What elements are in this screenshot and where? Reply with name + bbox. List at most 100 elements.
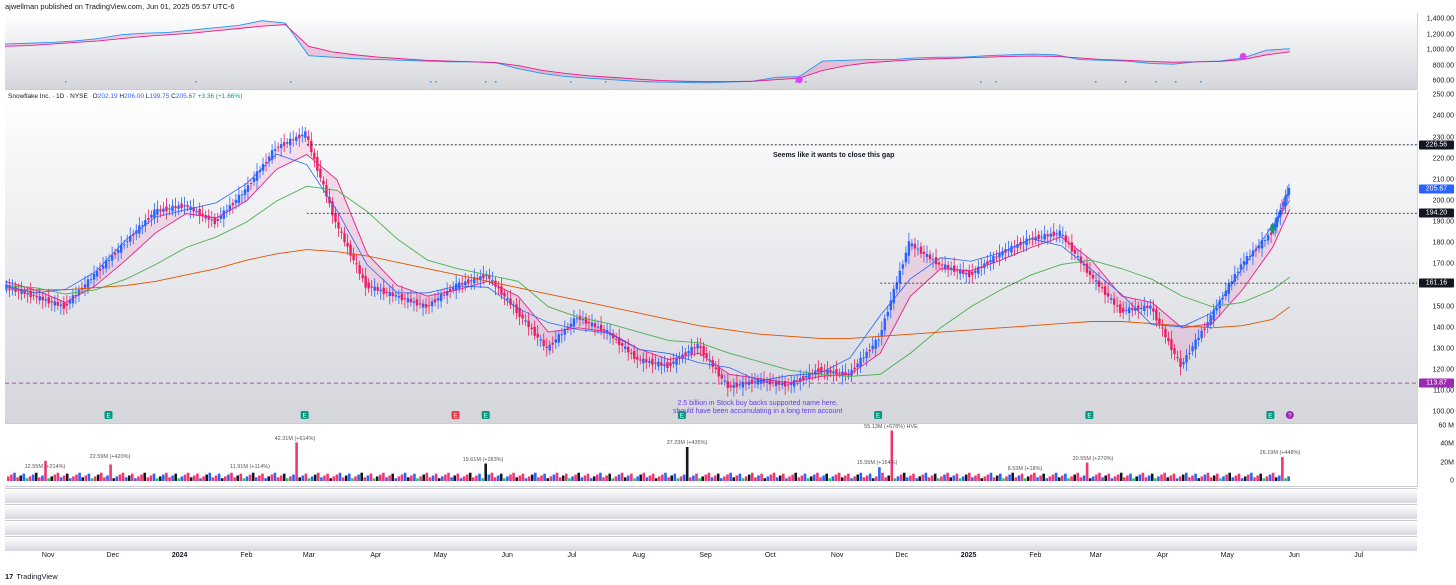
candle-body (273, 149, 277, 151)
indicator-price-axis[interactable]: 1,400.00 1,200.00 1,000.00 800.00 600.00 (1417, 13, 1456, 90)
indicator-tick-label: 1,200.00 (1426, 31, 1454, 39)
candle-body (793, 379, 796, 387)
volume-bar (267, 476, 270, 481)
volume-bar (1030, 474, 1033, 481)
high-value: 206.00 (124, 93, 145, 100)
candle-body (1263, 240, 1267, 242)
volume-bar (639, 474, 642, 481)
indicator-pane[interactable] (5, 13, 1417, 90)
candle-body (424, 304, 428, 308)
volume-bars (7, 430, 1290, 481)
volume-bar (844, 475, 847, 481)
volume-bar (224, 476, 227, 481)
volume-bar (484, 463, 487, 481)
price-tick-label: 170.00 (1432, 260, 1454, 268)
candle-body (832, 371, 835, 374)
time-axis[interactable]: Nov Dec 2024 Feb Mar Apr May Jun Jul Aug Sep Oct Nov… (5, 552, 1417, 566)
candle-body (1055, 233, 1058, 235)
empty-pane-3[interactable] (5, 520, 1417, 535)
volume-bar (608, 473, 611, 481)
candle-body (156, 208, 159, 215)
earnings-glyph: E (1087, 414, 1091, 420)
volume-bar (741, 478, 745, 481)
candle-body (693, 347, 696, 349)
volume-axis[interactable]: 60 M 40M 20M 0 (1417, 422, 1456, 487)
earnings-icon[interactable]: E (481, 411, 490, 420)
candle-body (246, 185, 250, 192)
volume-bar (379, 474, 382, 481)
volume-label: 15.55M (+164%) (857, 460, 898, 466)
volume-bar (456, 473, 460, 481)
empty-pane-1[interactable] (5, 488, 1417, 503)
candle-body (723, 380, 726, 382)
volume-bar (472, 477, 475, 481)
volume-bar (890, 430, 894, 481)
earnings-icon[interactable]: E (874, 411, 883, 420)
price-tick-label: 120.00 (1432, 366, 1454, 374)
candle-body (587, 321, 591, 324)
earnings-glyph: E (454, 414, 458, 420)
volume-bar (264, 478, 267, 481)
volume-bar (134, 478, 137, 481)
candle-body (56, 301, 60, 306)
volume-bar (645, 477, 649, 481)
volume-bar (1209, 477, 1213, 481)
earnings-icon[interactable]: E (104, 411, 113, 420)
gap-annotation[interactable]: Seems like it wants to close this gap (773, 152, 895, 159)
volume-bar (72, 476, 75, 481)
volume-bar (937, 478, 940, 481)
candle-body (409, 298, 413, 303)
candle-body (282, 142, 286, 146)
volume-bar (565, 473, 568, 481)
volume-pane[interactable]: 12.55M (+214%) 22.59M (+420%) 11.91M (+114… (5, 424, 1417, 487)
empty-pane-4[interactable] (5, 536, 1417, 551)
volume-bar (757, 475, 760, 481)
candle-body (971, 271, 974, 275)
volume-bar (695, 473, 698, 481)
volume-bar (158, 476, 162, 481)
volume-bar (124, 477, 128, 481)
candle-body (132, 233, 135, 236)
candle-body (856, 363, 859, 368)
volume-bar (782, 473, 785, 481)
candle-body (482, 274, 485, 279)
earnings-icon[interactable]: E (1266, 411, 1275, 420)
candle-body (467, 279, 470, 284)
earnings-icon[interactable]: E (300, 411, 309, 420)
volume-bar (596, 474, 599, 481)
time-axis-label: 2025 (960, 552, 977, 559)
dividend-icon[interactable]: ? (1285, 411, 1294, 420)
candle-body (563, 328, 567, 335)
earnings-icon[interactable]: E (451, 411, 460, 420)
candle-body (71, 295, 75, 304)
candle-body (292, 139, 295, 141)
volume-bar (499, 473, 503, 481)
earnings-icon[interactable]: E (1085, 411, 1094, 420)
candle-body (276, 146, 280, 148)
volume-bar (735, 475, 739, 481)
candle-body (41, 296, 44, 301)
candle-body (965, 272, 968, 275)
candle-body (575, 318, 579, 320)
empty-pane-2[interactable] (5, 504, 1417, 519)
candle-body (186, 205, 189, 207)
volume-bar (369, 473, 373, 481)
time-axis-label: Oct (764, 552, 776, 559)
candles (5, 126, 1291, 397)
candle-body (1100, 287, 1104, 289)
candle-body (962, 270, 965, 274)
volume-bar (258, 475, 261, 481)
candle-body (1161, 327, 1164, 329)
volume-bar (261, 473, 264, 481)
candle-body (240, 194, 244, 196)
indicator-tick-label: 1,400.00 (1426, 15, 1454, 23)
candle-body (880, 329, 883, 337)
buyback-annotation[interactable]: 2.5 billion in Stock buy backs supported… (673, 400, 842, 416)
candle-body (989, 260, 992, 263)
earnings-icon[interactable]: E (677, 411, 686, 420)
main-price-axis[interactable]: 250.00 240.00 230.00 220.00 210.00 200.00 190.… (1417, 91, 1456, 424)
volume-bar (1234, 475, 1238, 481)
volume-bar (174, 473, 177, 481)
candle-body (1049, 233, 1052, 237)
main-price-pane[interactable]: E E E E E E E E? Snowflake Inc. · 1D · NYSE O20… (5, 91, 1417, 424)
